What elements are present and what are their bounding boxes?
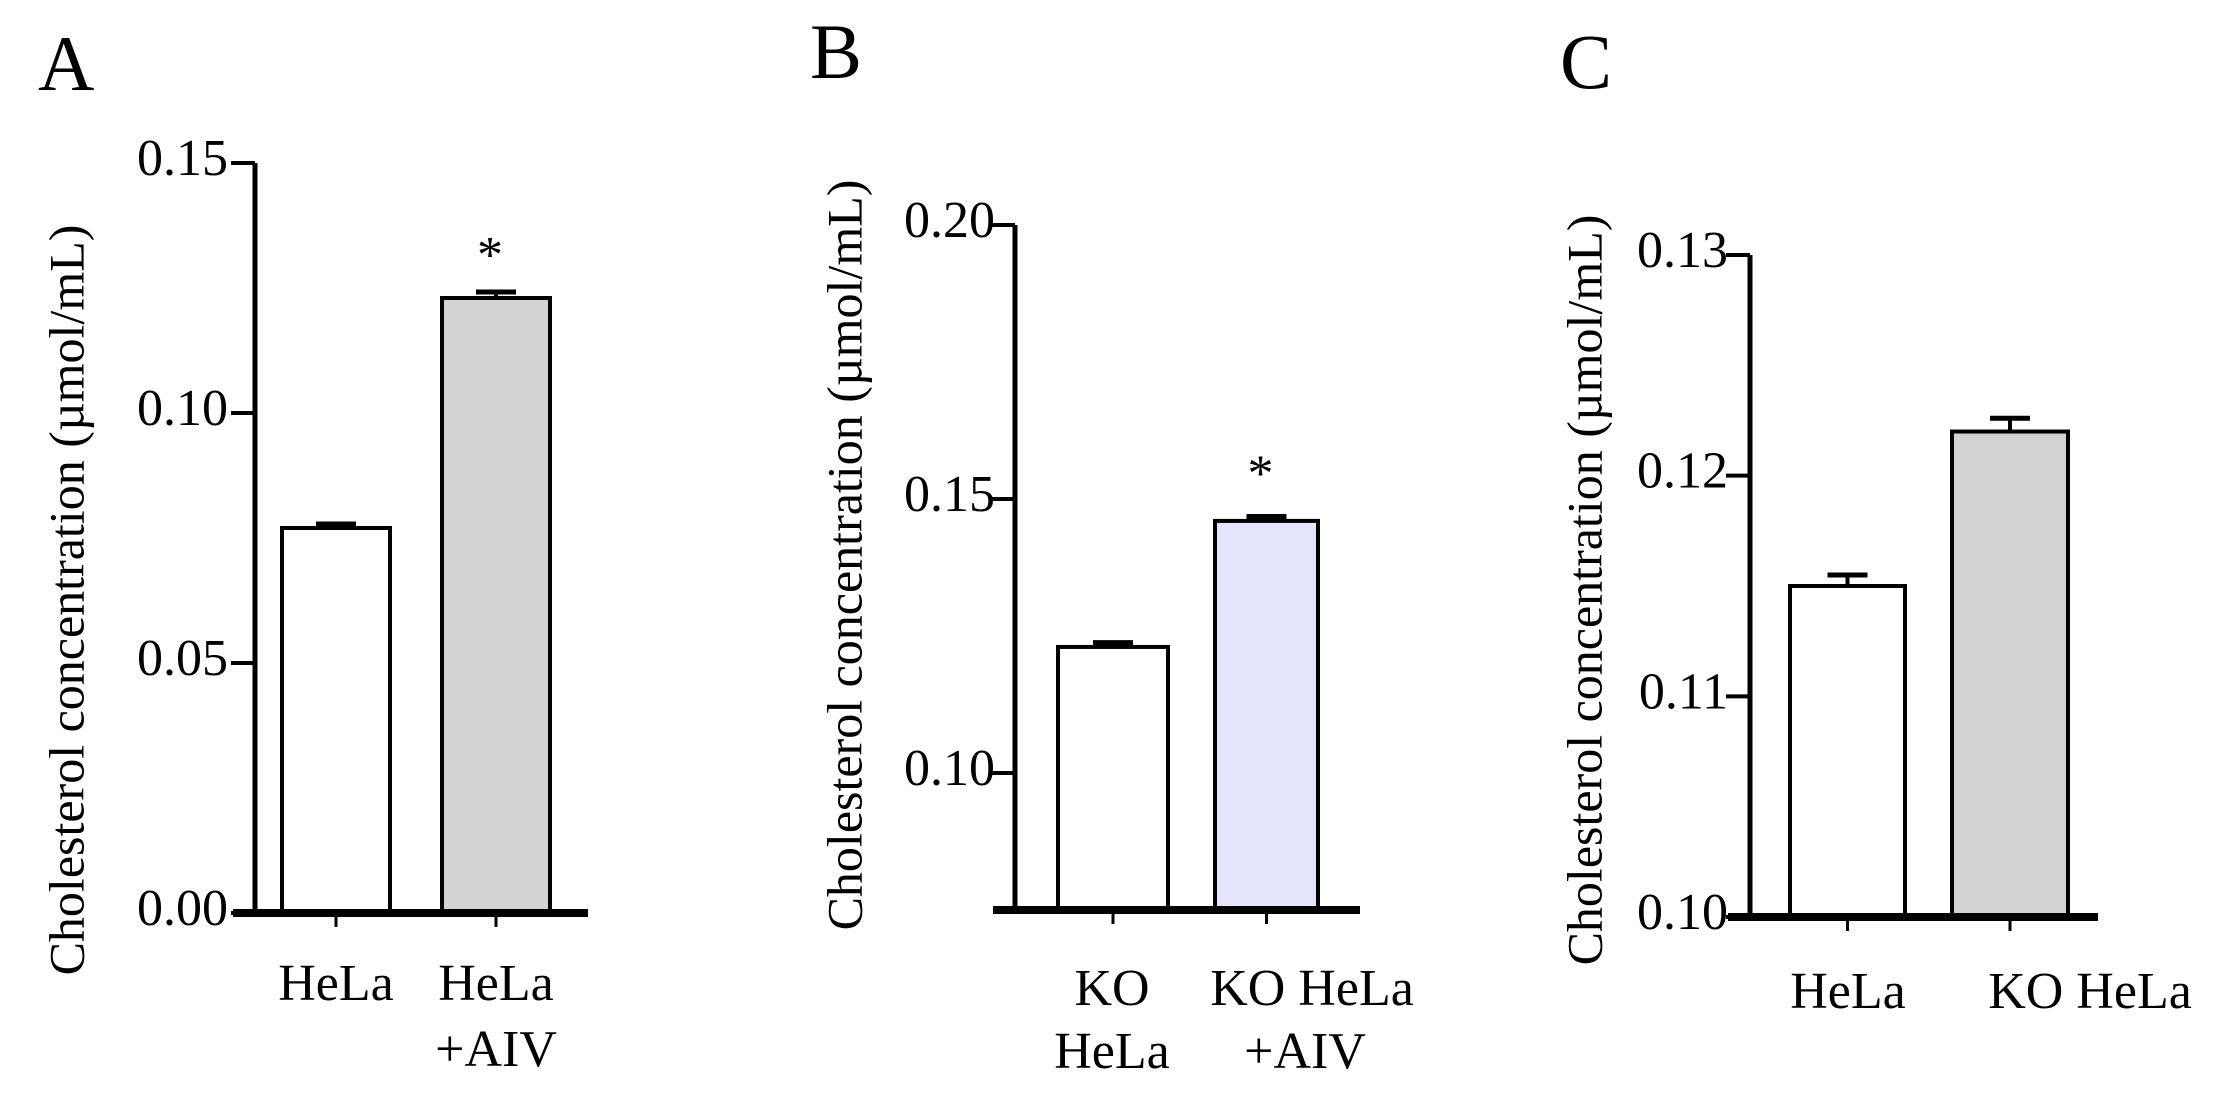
y-tick-label: 0.10 (1637, 884, 1728, 941)
bar-2 (440, 296, 552, 915)
panel-letter: A (38, 20, 94, 107)
y-tick-label: 0.13 (1637, 222, 1728, 279)
bar-2 (1213, 518, 1320, 912)
category-label: HeLa (278, 955, 393, 1012)
y-tick-label: 0.10 (904, 740, 995, 797)
category-label: HeLa (1790, 963, 1905, 1020)
category-label: +AIV (1244, 1023, 1366, 1080)
bar-1 (1056, 644, 1170, 913)
y-axis-label: Cholesterol concentration (µmol/mL) (816, 180, 872, 931)
chart-panel-b: B Cholesterol concentration (µmol/mL) KO He… (810, 8, 1414, 1080)
bar-1 (1788, 584, 1907, 919)
y-tick-label: 0.12 (1637, 443, 1728, 500)
bar-1 (280, 526, 392, 915)
y-axis-label: Cholesterol concentration (µmol/mL) (1556, 215, 1612, 966)
chart-panel-c: C Cholesterol concentration (µmol/mL) HeLa… (1556, 18, 2191, 1020)
y-tick-label: 0.10 (137, 380, 228, 437)
bar-2 (1950, 429, 2070, 919)
panel-letter: C (1560, 18, 1612, 105)
category-label: HeLa (1054, 1023, 1169, 1080)
y-tick-label: 0.15 (904, 466, 995, 523)
panel-letter: B (810, 8, 862, 95)
significance-marker: * (1248, 446, 1274, 503)
category-label: KO HeLa (1210, 960, 1414, 1017)
y-tick-label: 0.15 (137, 130, 228, 187)
y-axis-label: Cholesterol concentration (µmol/mL) (38, 225, 94, 976)
y-tick-label: 0.11 (1639, 663, 1728, 720)
chart-panel-a: A Cholesterol concentration (µmol/mL) HeLa… (38, 20, 588, 1078)
significance-marker: * (477, 227, 503, 284)
category-label: KO (1074, 960, 1149, 1017)
y-tick-label: 0.20 (904, 192, 995, 249)
y-tick-label: 0.05 (137, 630, 228, 687)
category-label: HeLa (438, 955, 553, 1012)
category-label: +AIV (435, 1021, 557, 1078)
category-label: KO HeLa (1988, 963, 2192, 1020)
y-tick-label: 0.00 (137, 880, 228, 937)
